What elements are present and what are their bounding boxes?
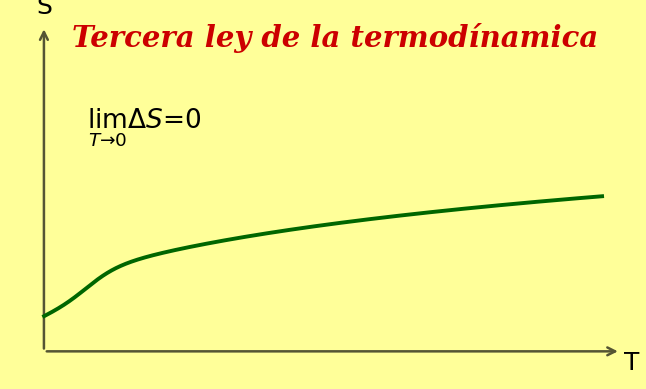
Text: $\lim_{T\to0} \Delta S = 0$: $\lim_{T\to0} \Delta S = 0$ (87, 106, 202, 149)
Text: S: S (36, 0, 52, 19)
Text: T: T (624, 350, 639, 375)
Text: Tercera ley de la termodínamica: Tercera ley de la termodínamica (72, 23, 599, 53)
